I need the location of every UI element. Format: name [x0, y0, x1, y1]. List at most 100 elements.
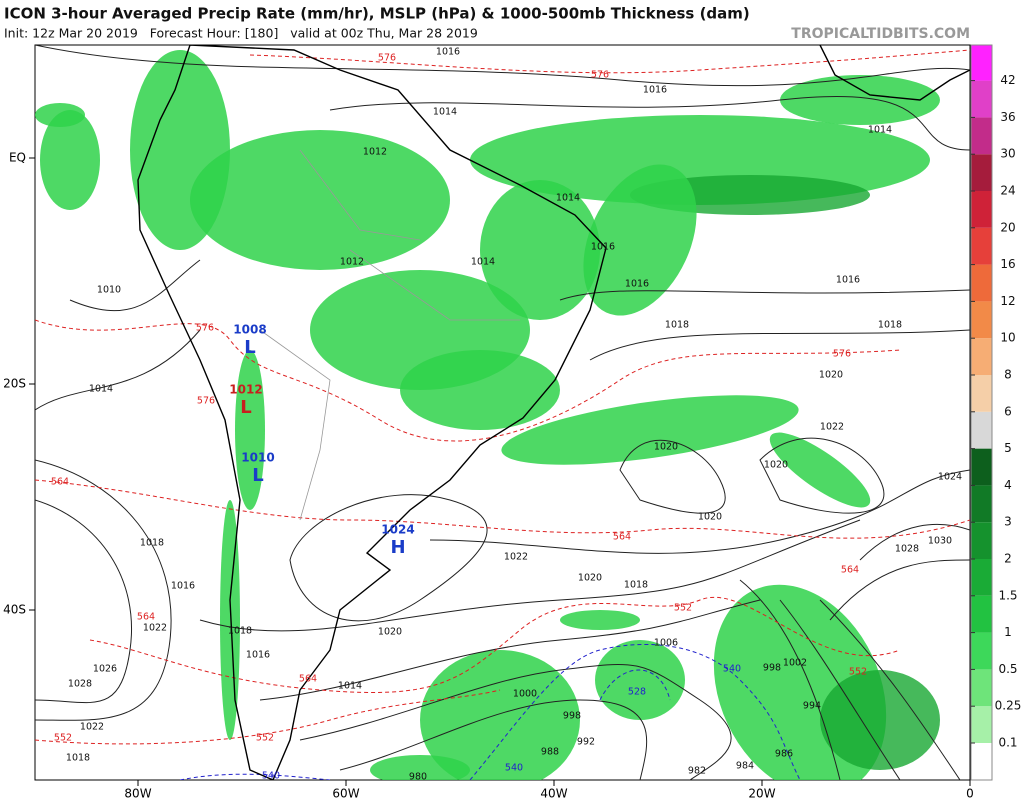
isobar-label: 998: [763, 663, 781, 674]
isobar-label: 1014: [433, 107, 457, 118]
colorbar-label: 10: [1000, 331, 1015, 345]
isobar-label: 1024: [938, 472, 962, 483]
isobar-label: 1018: [228, 626, 252, 637]
isobar-label: 984: [736, 761, 754, 772]
lon-label: 40W: [540, 787, 567, 800]
thickness-label: 576: [591, 70, 609, 81]
colorbar-label: 36: [1000, 110, 1015, 124]
lat-label: 40S: [3, 603, 26, 617]
thickness-label: 552: [849, 667, 867, 678]
isobars: [35, 45, 970, 780]
title: ICON 3-hour Averaged Precip Rate (mm/hr)…: [4, 5, 750, 23]
site-credit: TROPICALTIDBITS.COM: [791, 26, 970, 42]
isobar-label: 998: [563, 711, 581, 722]
pressure-value: 1008: [233, 323, 266, 337]
thickness-label: 564: [137, 612, 155, 623]
colorbar-label: 4: [1004, 478, 1012, 492]
pressure-letter: L: [244, 337, 255, 358]
isobar-label: 1030: [928, 536, 952, 547]
thickness-label: 576: [196, 323, 214, 334]
isobar-label: 1014: [338, 681, 362, 692]
isobar-label: 1026: [93, 664, 117, 675]
colorbar-segment: [971, 669, 992, 707]
pressure-letter: L: [252, 465, 263, 486]
colorbar-segment: [971, 448, 992, 486]
isobar-label: 1020: [578, 573, 602, 584]
colorbar-segment: [971, 706, 992, 743]
lat-label: EQ: [9, 151, 26, 165]
isobar-label: 1016: [436, 47, 460, 58]
colorbar-segment: [971, 301, 992, 339]
colorbar-segment: [971, 45, 992, 81]
colorbar-label: 3: [1004, 515, 1012, 529]
colorbar-segment: [971, 191, 992, 228]
thickness-label: 564: [299, 674, 317, 685]
isobar-label: 1010: [97, 285, 121, 296]
colorbar-segment: [971, 743, 992, 780]
lon-label: 20W: [748, 787, 775, 800]
isobar-label: 1016: [171, 581, 195, 592]
thickness-label: 552: [54, 733, 72, 744]
isobar-label: 1022: [143, 623, 167, 634]
thickness-label: 576: [197, 396, 215, 407]
colorbar-segment: [971, 485, 992, 523]
colorbar-segment: [971, 595, 992, 633]
isobar-label: 988: [541, 747, 559, 758]
colorbar-frame: [970, 44, 993, 781]
isobar-label: 1018: [624, 580, 648, 591]
thickness-label: 540: [505, 763, 523, 774]
colorbar-label: 5: [1004, 441, 1012, 455]
colorbar-label: 0.1: [998, 736, 1017, 750]
subtitle: Init: 12z Mar 20 2019 Forecast Hour: [18…: [4, 26, 478, 41]
isobar-label: 1000: [513, 689, 537, 700]
colorbar-segment: [971, 264, 992, 302]
isobar-label: 980: [409, 772, 427, 783]
pressure-value: 1024: [381, 523, 414, 537]
thickness-label: 564: [613, 532, 631, 543]
precip: [35, 50, 940, 780]
isobar-label: 1020: [654, 442, 678, 453]
isobar-label: 1014: [471, 257, 495, 268]
lon-label: 0: [966, 787, 974, 800]
thickness-label: 576: [378, 53, 396, 64]
thickness-label: 564: [841, 565, 859, 576]
colorbar-segment: [971, 375, 992, 412]
isobar-label: 1016: [643, 85, 667, 96]
isobar-label: 1018: [665, 320, 689, 331]
isobar-label: 1022: [504, 552, 528, 563]
thickness-label: 540: [262, 771, 280, 782]
colorbar-segment: [971, 154, 992, 191]
isobar-label: 1016: [246, 650, 270, 661]
lon-label: 60W: [332, 787, 359, 800]
colorbar-segment: [971, 117, 992, 155]
map: 1016 1016 1014 1014 1012 1014 1016 1014 1012 1010…: [34, 44, 971, 783]
isobar-label: 982: [688, 766, 706, 777]
isobar-label: 1014: [868, 125, 892, 136]
colorbar-segment: [971, 522, 992, 559]
pressure-letter: H: [390, 537, 405, 558]
colorbar-label: 24: [1000, 184, 1015, 198]
isobar-label: 1020: [764, 460, 788, 471]
isobar-label: 1022: [80, 722, 104, 733]
isobar-label: 1014: [89, 384, 113, 395]
colorbar-label: 0.25: [995, 699, 1022, 713]
isobar-label: 986: [775, 749, 793, 760]
pressure-value: 1012: [229, 383, 262, 397]
colorbar-label: 1.5: [998, 588, 1017, 602]
thickness-label: 552: [256, 733, 274, 744]
colorbar-label: 6: [1004, 404, 1012, 418]
isobar-label: 1028: [895, 544, 919, 555]
isobar-label: 1020: [378, 627, 402, 638]
colorbar-segment: [971, 227, 992, 265]
isobar-label: 992: [577, 737, 595, 748]
isobar-label: 1018: [66, 753, 90, 764]
colorbar-label: 0.5: [998, 662, 1017, 676]
isobar-label: 1028: [68, 679, 92, 690]
colorbar-segment: [971, 80, 992, 118]
isobar-label: 1012: [340, 257, 364, 268]
colorbar-label: 42: [1000, 73, 1015, 87]
colorbar-label: 1: [1004, 625, 1012, 639]
isobar-label: 1020: [698, 512, 722, 523]
colorbar-label: 16: [1000, 257, 1015, 271]
colorbar-segment: [971, 559, 992, 596]
